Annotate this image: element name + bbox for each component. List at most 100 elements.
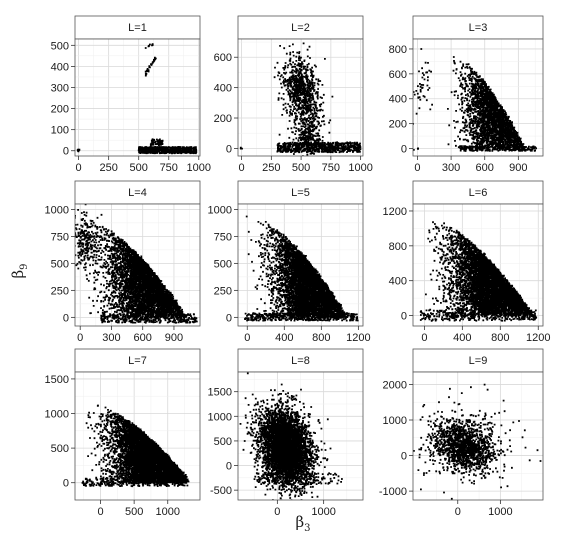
- x-tick-label: 0: [455, 506, 461, 518]
- facet-panel: L=1 0 250 500 750 1000 0 100 200 300 400 500: [51, 15, 211, 174]
- facet-strip-label: L=6: [469, 187, 488, 199]
- x-tick-label: 400: [453, 332, 471, 344]
- y-tick-label: 0: [226, 461, 232, 473]
- panel-border: [412, 203, 544, 327]
- facet-panel: L=2 0 250 500 750 1000 0 200 400 600: [214, 15, 373, 174]
- point-cloud: [419, 221, 538, 322]
- y-tick-label: 500: [214, 258, 232, 270]
- x-tick-label: 500: [292, 162, 310, 174]
- facet-panel: L=3 0 300 600 900 0 200 400 600 800: [389, 15, 544, 174]
- y-tick-label: 1000: [45, 409, 69, 421]
- x-axis-title: β3: [295, 513, 310, 534]
- y-tick-label: 2000: [383, 379, 407, 391]
- point-cloud: [75, 204, 198, 324]
- y-tick-label: -500: [210, 485, 232, 497]
- facet-panel: L=5 0 400 800 1200 0 250 500 750 1000: [208, 180, 371, 344]
- x-tick-label: 400: [275, 332, 293, 344]
- scatter-points: [239, 372, 343, 500]
- scatter-points: [81, 404, 190, 488]
- y-tick-label: 1500: [208, 387, 232, 399]
- x-tick-label: 0: [239, 162, 245, 174]
- y-tick-label: 250: [51, 285, 69, 297]
- y-tick-label: 1500: [45, 374, 69, 386]
- y-tick-label: 0: [63, 312, 69, 324]
- x-tick-label: 800: [491, 332, 509, 344]
- point-cloud: [413, 48, 537, 152]
- x-tick-label: 250: [262, 162, 280, 174]
- y-tick-label: 0: [63, 478, 69, 490]
- y-tick-label: 1000: [208, 204, 232, 216]
- y-tick-label: 300: [51, 82, 69, 94]
- y-tick-label: 500: [214, 436, 232, 448]
- y-tick-label: 400: [214, 83, 232, 95]
- facet-strip-label: L=5: [291, 187, 310, 199]
- panel-gridlines: [238, 39, 363, 156]
- y-tick-label: 200: [389, 119, 407, 131]
- facet-strip-label: L=8: [291, 355, 310, 367]
- y-tick-label: 0: [401, 311, 407, 323]
- x-tick-label: 1000: [187, 162, 211, 174]
- x-tick-label: 750: [322, 162, 340, 174]
- point-cloud: [239, 372, 343, 500]
- y-tick-label: 400: [389, 94, 407, 106]
- facet-panels: L=1 0 250 500 750 1000 0 100 200 300 400 500 L=2 0 250…: [45, 15, 550, 518]
- x-tick-label: 1000: [311, 506, 335, 518]
- x-tick-label: 300: [442, 162, 460, 174]
- panel-border: [74, 203, 201, 327]
- y-tick-label: 0: [63, 146, 69, 158]
- facet-strip-label: L=1: [128, 22, 147, 34]
- y-tick-label: 400: [51, 61, 69, 73]
- y-tick-label: 0: [401, 451, 407, 463]
- x-tick-label: 600: [134, 332, 152, 344]
- scatter-points: [239, 42, 362, 156]
- y-tick-label: 1000: [45, 204, 69, 216]
- y-tick-label: -1000: [379, 486, 407, 498]
- scatter-points: [419, 221, 538, 322]
- x-tick-label: 750: [160, 162, 178, 174]
- facet-panel: L=7 0 500 1000 0 500 1000 1500: [45, 348, 201, 518]
- panel-border: [412, 371, 544, 501]
- panel-border: [412, 38, 544, 157]
- y-tick-label: 500: [51, 258, 69, 270]
- panel-border: [74, 371, 201, 501]
- panel-border: [237, 38, 364, 157]
- x-tick-label: 1200: [346, 332, 370, 344]
- x-tick-label: 0: [77, 332, 83, 344]
- x-tick-label: 300: [102, 332, 120, 344]
- scatter-points: [413, 48, 537, 152]
- facet-panel: L=4 0 300 600 900 0 250 500 750 1000: [45, 180, 201, 344]
- x-tick-label: 600: [476, 162, 494, 174]
- y-tick-label: 600: [214, 52, 232, 64]
- y-tick-label: 200: [51, 104, 69, 116]
- y-tick-label: 800: [389, 44, 407, 56]
- facet-strip-label: L=9: [469, 355, 488, 367]
- panel-gridlines: [75, 39, 200, 156]
- y-tick-label: 500: [51, 443, 69, 455]
- y-tick-label: 1000: [208, 411, 232, 423]
- panel-border: [237, 203, 364, 327]
- x-tick-label: 900: [509, 162, 527, 174]
- facet-panel: L=8 0 1000 -500 0 500 1000 1500: [208, 348, 364, 518]
- x-tick-label: 800: [312, 332, 330, 344]
- y-axis-title: β9: [9, 263, 30, 278]
- x-tick-label: 0: [274, 506, 280, 518]
- facet-panel: L=6 0 400 800 1200 0 400 800 1200: [383, 180, 550, 344]
- scatter-points: [244, 215, 359, 322]
- y-tick-label: 1000: [383, 415, 407, 427]
- scatter-points: [75, 204, 198, 324]
- y-tick-label: 0: [401, 144, 407, 156]
- x-tick-label: 500: [125, 506, 143, 518]
- facet-strip-label: L=3: [469, 22, 488, 34]
- x-tick-label: 250: [99, 162, 117, 174]
- y-tick-label: 100: [51, 125, 69, 137]
- facet-strip-label: L=4: [128, 187, 147, 199]
- panel-background: [75, 39, 200, 156]
- x-tick-label: 0: [414, 162, 420, 174]
- x-tick-label: 0: [244, 332, 250, 344]
- y-tick-label: 750: [51, 231, 69, 243]
- y-tick-label: 600: [389, 69, 407, 81]
- point-cloud: [81, 404, 190, 488]
- panel-gridlines: [75, 204, 200, 326]
- panel-border: [74, 38, 201, 157]
